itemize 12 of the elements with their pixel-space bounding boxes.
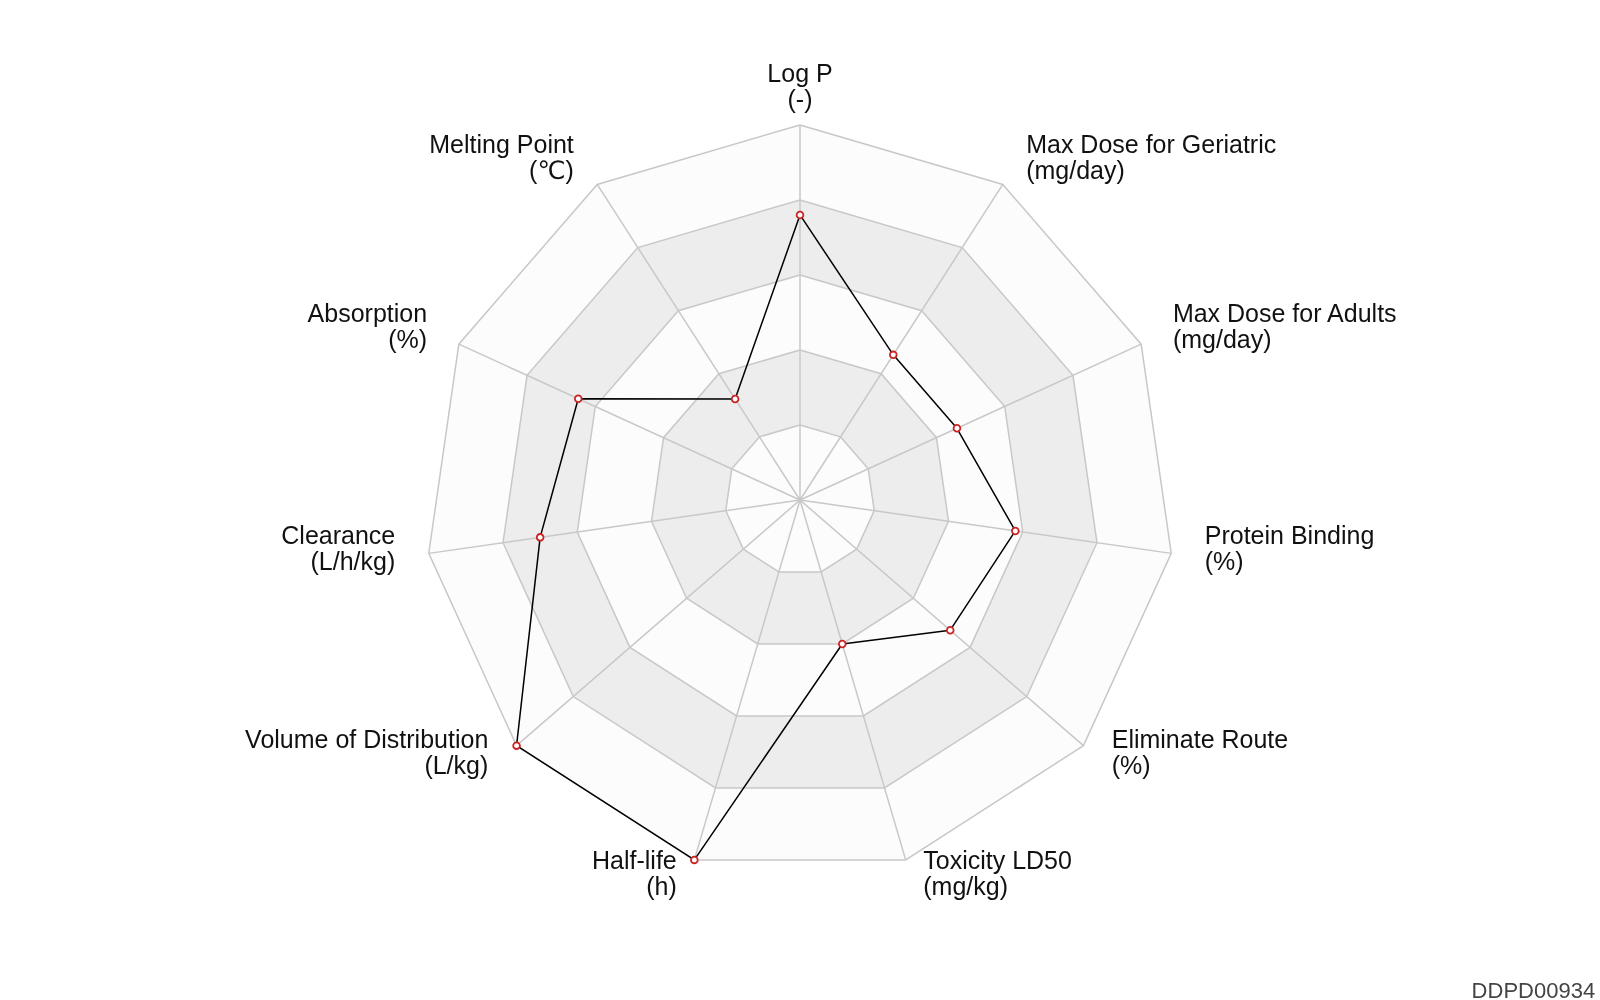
spoke-label: Clearance (L/h/kg) <box>281 520 396 575</box>
spoke-label: Max Dose for Adults (mg/day) <box>1172 299 1397 354</box>
spoke-label: Max Dose for Geriatric (mg/day) <box>1026 129 1277 184</box>
spoke-label: Absorption (%) <box>307 299 428 354</box>
spoke-label: Eliminate Route (%) <box>1111 724 1289 779</box>
spoke-label: Protein Binding (%) <box>1204 520 1375 575</box>
spoke-label: Melting Point (℃) <box>429 129 574 184</box>
spoke-label: Volume of Distribution (L/kg) <box>245 724 489 779</box>
text: DDPD00934 <box>1471 978 1596 1000</box>
spoke-label: Log P (-) <box>767 59 833 114</box>
spoke-label: Half-life (h) <box>591 845 677 900</box>
spoke-label: Toxicity LD50 (mg/kg) <box>923 845 1072 900</box>
